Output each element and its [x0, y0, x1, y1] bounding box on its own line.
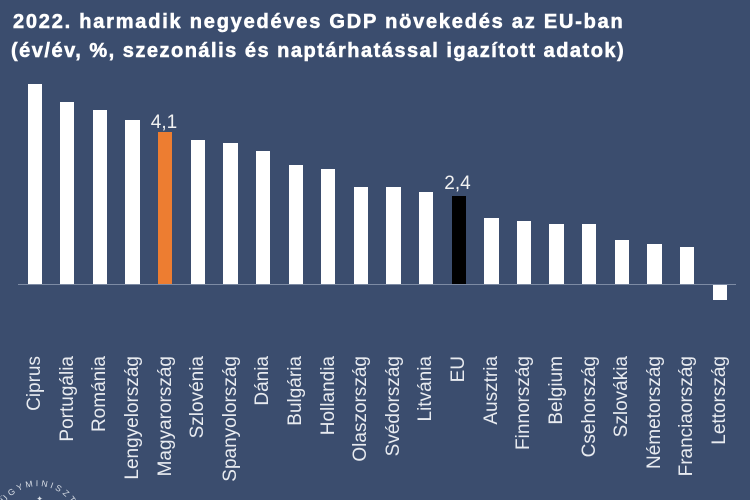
svg-text:✦: ✦ — [36, 495, 43, 500]
svg-text:ZÜGYMINISZTÉRI: ZÜGYMINISZTÉRI — [0, 478, 87, 500]
